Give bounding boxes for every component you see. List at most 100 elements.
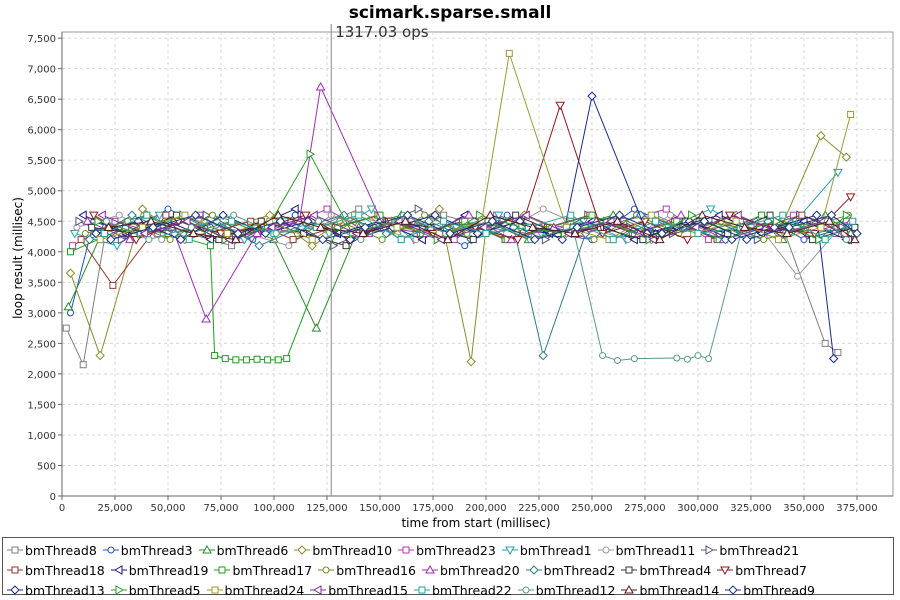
data-point [103,222,114,231]
x-tick-label: 200,000 [465,503,506,514]
data-point [699,216,710,226]
data-point [94,216,104,227]
data-point [230,211,238,219]
data-point [82,216,93,225]
data-point [65,268,76,278]
data-point [842,210,852,221]
legend-symbol [418,586,426,594]
y-tick-label: 1,500 [27,400,56,411]
legend-label: bmThread10 [312,542,393,558]
data-point [705,355,713,363]
legend-marker [310,585,327,595]
data-point [273,210,284,219]
legend-symbol [218,566,226,574]
data-point [242,356,250,364]
data-point [355,211,363,219]
data-point [154,211,165,221]
legend-marker [725,585,742,595]
data-point [228,217,236,225]
data-point [609,236,617,244]
y-tick-label: 6,500 [27,95,56,106]
legend-item: bmThread13 [7,580,105,600]
data-point [572,222,582,233]
legend-marker [102,546,119,554]
legend-label: bmThread13 [25,582,105,598]
data-point [784,222,794,233]
data-point [654,234,665,244]
data-point [493,211,504,221]
legend-label: bmThread4 [639,562,712,578]
data-point [323,205,331,213]
data-point [705,205,716,215]
data-point [630,355,638,363]
data-point [527,222,538,231]
legend-label: bmThread23 [416,542,496,558]
data-point [158,236,166,244]
data-point [63,301,74,311]
series-bmThread13 [91,91,839,364]
data-point [84,234,95,245]
data-point [828,353,839,364]
data-point [211,352,219,360]
legend-label: bmThread5 [128,582,201,598]
data-point [694,229,702,237]
legend-label: bmThread7 [735,562,808,578]
data-point [613,356,621,364]
data-point [588,211,596,219]
data-point [683,355,691,363]
data-point [800,236,808,244]
data-point [485,210,496,219]
data-point [794,272,802,280]
data-point [662,205,670,213]
legend-label: bmThread14 [639,582,720,598]
data-point [66,248,74,256]
legend-marker [198,544,215,554]
data-point [69,242,77,250]
data-point [205,234,214,245]
data-point [378,236,386,244]
data-point [590,236,598,244]
legend-item: bmThread16 [318,560,416,580]
data-point [131,236,142,245]
legend-symbol [402,546,410,554]
data-point [657,228,667,239]
data-point [79,361,87,369]
y-tick-label: 4,500 [27,217,56,228]
data-point [223,229,231,237]
chart-title: scimark.sparse.small [349,3,552,23]
y-tick-label: 5,000 [27,187,56,198]
data-point [402,210,413,220]
y-tick-label: 7,500 [27,34,56,45]
legend-symbol [602,546,610,554]
data-point [342,242,350,250]
legend-item: bmThread14 [621,580,719,600]
data-point [442,234,453,244]
data-point [782,228,792,237]
data-point [115,211,123,219]
data-point [697,210,708,219]
legend-symbol [211,586,219,594]
data-point [230,234,241,244]
legend-item: bmThread10 [294,540,392,560]
legend-marker [318,566,335,574]
data-point [842,236,850,244]
data-point [306,149,316,159]
data-point [849,217,857,225]
y-tick-label: 2,000 [27,370,56,381]
data-point [143,211,151,219]
x-tick-label: 325,000 [730,503,771,514]
data-point [567,211,575,219]
legend-item: bmThread1 [501,540,592,560]
legend-marker [701,545,718,555]
x-tick-label: 300,000 [677,503,718,514]
y-tick-label: 1,000 [27,431,56,442]
data-point [666,211,674,219]
x-tick-label: 375,000 [836,503,877,514]
series-bmThread14 [103,210,860,244]
x-tick-label: 125,000 [306,503,347,514]
data-point [518,222,528,233]
data-point [201,313,212,323]
data-point [176,234,186,245]
data-point [78,210,87,221]
data-point [538,350,548,361]
